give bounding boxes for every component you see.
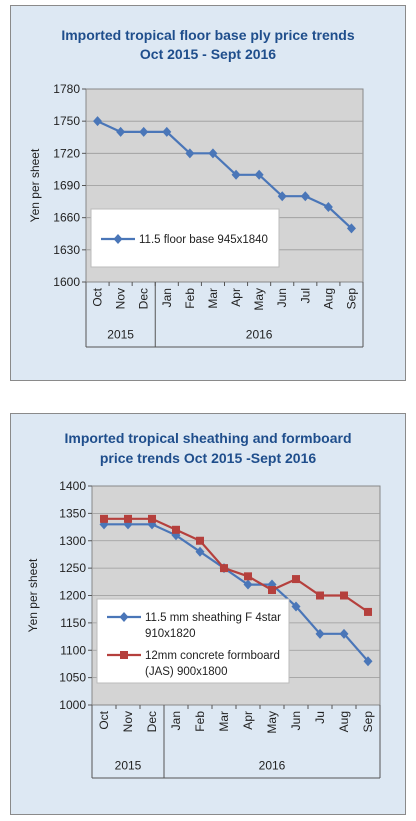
legend-label: (JAS) 900x1800 xyxy=(145,666,227,678)
data-point xyxy=(172,525,180,534)
data-point xyxy=(315,628,325,639)
data-point xyxy=(93,116,103,127)
data-point xyxy=(346,223,356,234)
data-point xyxy=(244,572,252,581)
x-tick-label: Aug xyxy=(321,288,335,309)
data-point xyxy=(363,656,373,667)
data-point xyxy=(220,564,228,573)
data-point xyxy=(185,148,195,159)
y-tick-label: 1150 xyxy=(60,616,86,630)
year-label: 2016 xyxy=(259,759,286,773)
x-tick-label: Feb xyxy=(193,711,207,732)
x-tick-label: May xyxy=(265,711,279,734)
x-tick-label: Dec xyxy=(137,288,151,309)
year-label: 2015 xyxy=(107,328,134,342)
data-point xyxy=(300,191,310,202)
data-point xyxy=(340,591,348,600)
x-tick-label: Oct xyxy=(91,287,105,306)
x-tick-label: Mar xyxy=(206,288,220,309)
x-tick-label: Apr xyxy=(229,288,243,307)
x-tick-label: Apr xyxy=(241,711,255,730)
data-point xyxy=(254,169,264,180)
y-tick-label: 1200 xyxy=(59,589,86,603)
sheathing-formboard-chart: 1400 1350 1300 1250 1200 1150 1100 1050 1000 Yen … xyxy=(26,479,381,779)
legend-marker xyxy=(113,234,123,244)
chart-title-line2: price trends Oct 2015 -Sept 2016 xyxy=(99,450,317,466)
y-tick-label: 1690 xyxy=(53,179,80,193)
y-tick-label: 1400 xyxy=(59,479,86,493)
chart-panel-floor-base: Imported tropical floor base ply price t… xyxy=(10,5,406,381)
y-tick-label: 1250 xyxy=(59,561,86,575)
y-tick-label: 1630 xyxy=(53,243,80,257)
data-point xyxy=(139,126,149,137)
year-label: 2015 xyxy=(115,759,142,773)
y-tick-label: 1660 xyxy=(53,211,80,225)
data-point xyxy=(268,586,276,595)
x-tick-label: Aug xyxy=(337,711,351,732)
x-tick-label: Nov xyxy=(121,711,135,732)
x-tick-label: Ju xyxy=(313,711,327,724)
y-tick-label: 1000 xyxy=(59,698,86,712)
y-tick-label: 1050 xyxy=(59,671,86,685)
x-tick-label: Jun xyxy=(289,711,303,730)
y-tick-label: 1720 xyxy=(53,146,80,160)
data-point xyxy=(100,514,108,523)
x-tick-label: Oct xyxy=(97,710,111,729)
data-point xyxy=(195,546,205,557)
data-point xyxy=(162,126,172,137)
data-point xyxy=(316,591,324,600)
x-tick-label: Sep xyxy=(361,711,375,733)
data-point xyxy=(208,148,218,159)
y-tick-label: 1100 xyxy=(60,643,86,657)
data-point xyxy=(148,514,156,523)
legend-label: 11.5 floor base 945x1840 xyxy=(139,234,268,246)
y-tick-label: 1780 xyxy=(53,82,80,96)
legend-label: 11.5 mm sheathing F 4star xyxy=(145,612,281,624)
data-point xyxy=(124,514,132,523)
x-tick-label: Jun xyxy=(275,288,289,307)
y-tick-label: 1750 xyxy=(53,114,80,128)
floor-base-chart: 1780 1750 1720 1690 1660 1630 1600 Yen per shee… xyxy=(28,82,364,348)
y-axis-title: Yen per sheet xyxy=(28,148,42,222)
legend-label: 910x1820 xyxy=(145,628,196,640)
legend xyxy=(96,598,290,684)
y-tick-label: 1300 xyxy=(59,534,86,548)
y-tick-label: 1600 xyxy=(53,275,80,289)
data-point xyxy=(243,579,253,590)
x-tick-label: Jan xyxy=(169,711,183,730)
legend-label: 12mm concrete formboard xyxy=(145,650,280,662)
year-label: 2016 xyxy=(246,328,273,342)
y-axis-title: Yen per sheet xyxy=(26,558,40,632)
data-point xyxy=(364,607,372,616)
y-tick-label: 1350 xyxy=(59,506,86,520)
chart-title-line1: Imported tropical floor base ply price t… xyxy=(61,27,355,43)
x-tick-label: Jan xyxy=(160,288,174,307)
x-tick-label: Mar xyxy=(217,711,231,732)
chart-panel-sheathing-formboard: Imported tropical sheathing and formboar… xyxy=(10,413,406,815)
chart-title-line2: Oct 2015 - Sept 2016 xyxy=(139,46,277,62)
data-point xyxy=(339,628,349,639)
data-point xyxy=(116,126,126,137)
data-point xyxy=(291,601,301,612)
x-tick-label: Jul xyxy=(298,288,312,303)
x-tick-label: Feb xyxy=(183,288,197,309)
x-tick-label: Dec xyxy=(145,711,159,732)
x-tick-label: Sep xyxy=(344,288,358,310)
data-point xyxy=(196,536,204,545)
data-point xyxy=(323,201,333,212)
data-point xyxy=(292,575,300,584)
legend-marker xyxy=(120,651,128,659)
legend-marker xyxy=(119,612,129,622)
data-point xyxy=(231,169,241,180)
x-tick-label: Nov xyxy=(114,288,128,309)
x-tick-label: May xyxy=(252,288,266,311)
chart-title-line1: Imported tropical sheathing and formboar… xyxy=(64,430,352,446)
data-point xyxy=(277,191,287,202)
